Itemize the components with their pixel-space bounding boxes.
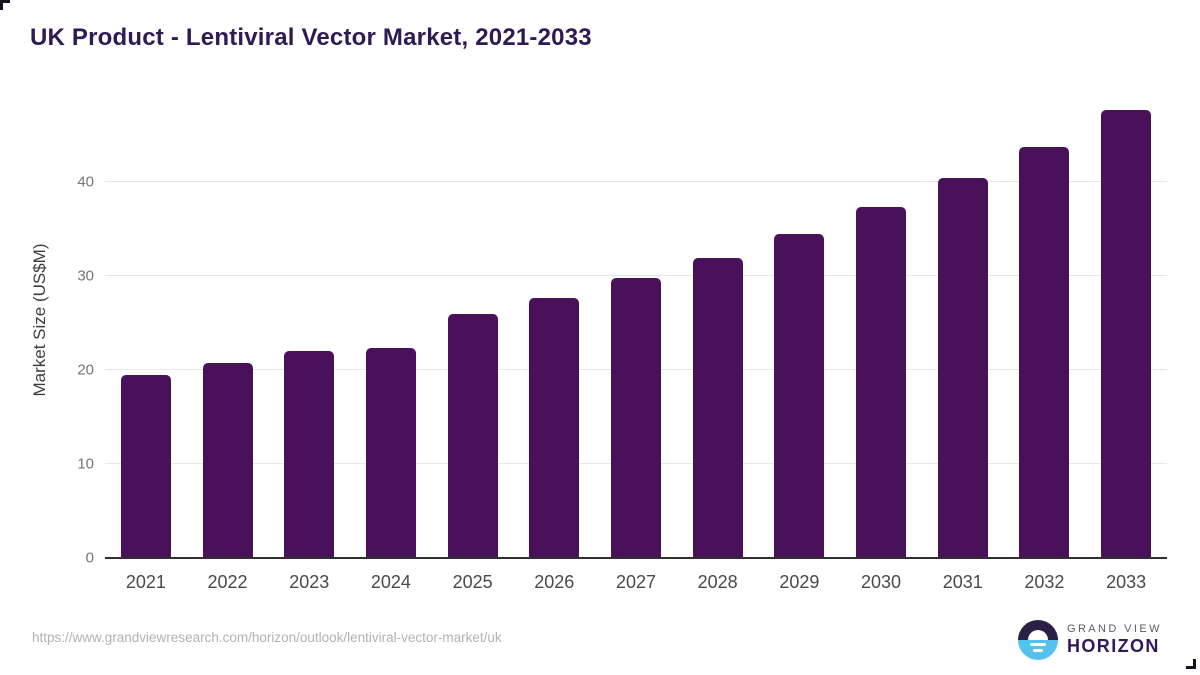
source-url-text: https://www.grandviewresearch.com/horizo…	[32, 630, 502, 645]
bar-column-2026	[513, 100, 595, 558]
bar-column-2025	[432, 100, 514, 558]
y-tick-label-30: 30	[77, 267, 94, 285]
x-tick-label-2026: 2026	[534, 572, 575, 592]
y-axis-title: Market Size (US$M)	[30, 243, 49, 397]
x-tick-label-2021: 2021	[125, 572, 166, 592]
bar-2027	[610, 277, 661, 558]
bar-2026	[529, 297, 580, 558]
bar-2021	[120, 374, 171, 558]
x-tick-label-2031: 2031	[942, 572, 983, 592]
horizon-line-icon	[1033, 649, 1043, 652]
chart-title: UK Product - Lentiviral Vector Market, 2…	[30, 24, 592, 51]
grand-view-horizon-logo: GRAND VIEW HORIZON	[1018, 620, 1162, 660]
sun-semicircle-icon	[1028, 630, 1048, 640]
x-tick-label-2030: 2030	[861, 572, 902, 592]
x-tick-label-2022: 2022	[207, 572, 248, 592]
bar-2022	[202, 363, 253, 558]
y-tick-label-10: 10	[77, 455, 94, 473]
logo-brand-name: GRAND VIEW	[1067, 623, 1162, 635]
x-tick-label-2025: 2025	[452, 572, 493, 592]
horizon-sun-icon	[1018, 620, 1058, 660]
bar-column-2024	[350, 100, 432, 558]
bar-column-2030	[840, 100, 922, 558]
x-tick-label-2027: 2027	[615, 572, 656, 592]
horizon-line-icon	[1030, 643, 1046, 646]
bar-2024	[365, 348, 416, 558]
x-tick-label-2029: 2029	[779, 572, 820, 592]
bar-column-2032	[1004, 100, 1086, 558]
logo-product-name: HORIZON	[1067, 636, 1160, 656]
x-tick-label-2033: 2033	[1106, 572, 1147, 592]
y-tick-label-40: 40	[77, 173, 94, 191]
bar-column-2022	[187, 100, 269, 558]
bar-2033	[1101, 110, 1152, 558]
bar-column-2027	[595, 100, 677, 558]
bar-2028	[692, 258, 743, 558]
x-tick-label-2028: 2028	[697, 572, 738, 592]
bar-column-2028	[677, 100, 759, 558]
corner-mark-bottom-right	[1186, 659, 1196, 669]
x-tick-label-2024: 2024	[370, 572, 411, 592]
bar-column-2029	[759, 100, 841, 558]
bar-column-2023	[268, 100, 350, 558]
bar-2023	[284, 351, 335, 558]
gridline-30	[105, 274, 1167, 276]
bar-2030	[856, 207, 907, 558]
bar-2025	[447, 314, 498, 558]
bar-2031	[937, 178, 988, 558]
y-tick-label-0: 0	[85, 549, 94, 567]
bar-column-2031	[922, 100, 1004, 558]
x-axis-line	[105, 557, 1167, 559]
bar-2032	[1019, 147, 1070, 558]
bar-column-2021	[105, 100, 187, 558]
x-tick-label-2023: 2023	[289, 572, 330, 592]
gridline-40	[105, 180, 1167, 182]
y-tick-label-20: 20	[77, 361, 94, 379]
x-tick-label-2032: 2032	[1024, 572, 1065, 592]
logo-text: GRAND VIEW HORIZON	[1067, 623, 1162, 657]
x-axis-tick-labels: 2021 2022 2023 2024 2025 2026 2027 2028 2029 2030…	[105, 558, 1167, 593]
plot-area: 0 10 20 30 40 2021 2022 2023 2024 2025 2026 2027 20…	[77, 100, 1167, 592]
bars-layer	[105, 100, 1167, 558]
bar-column-2033	[1085, 100, 1167, 558]
corner-mark-top-left	[0, 0, 10, 10]
bar-2029	[774, 233, 825, 558]
